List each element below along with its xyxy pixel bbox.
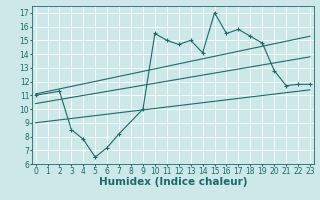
X-axis label: Humidex (Indice chaleur): Humidex (Indice chaleur): [99, 177, 247, 187]
